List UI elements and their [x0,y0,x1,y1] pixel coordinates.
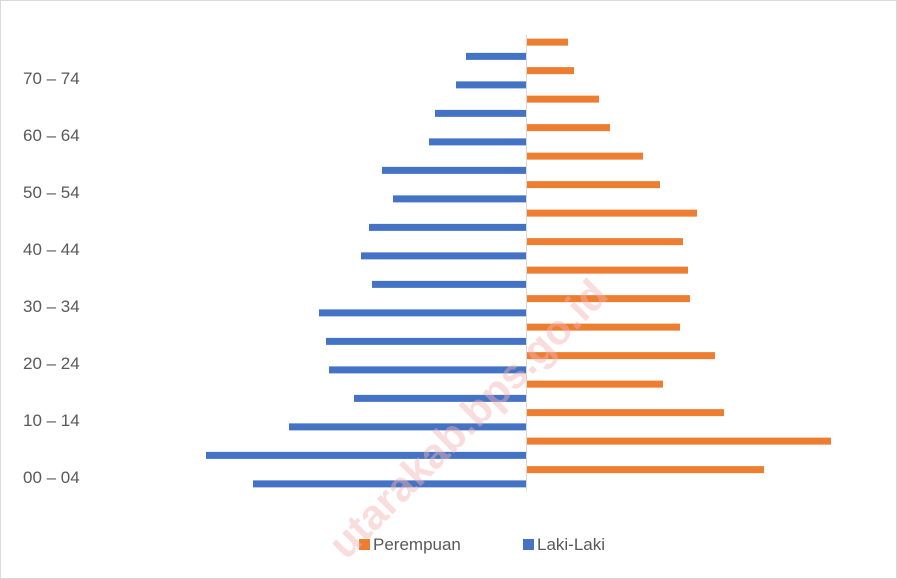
bar-laki-laki [326,337,526,345]
y-tick-label: 50 – 54 [23,183,80,202]
bar-perempuan [527,266,688,274]
legend: Perempuan Laki-Laki [359,535,605,554]
bar-laki-laki [466,52,526,60]
bar-laki-laki [435,109,526,117]
bar-laki-laki [361,252,526,260]
bar-laki-laki [393,195,526,203]
legend-label: Perempuan [373,535,461,554]
bar-perempuan [527,209,697,217]
bar-laki-laki [329,366,526,374]
bar-laki-laki [206,451,526,459]
bar-perempuan [527,238,683,246]
bar-laki-laki [429,138,526,146]
y-tick-label: 40 – 44 [23,240,80,259]
tick-labels: 00 – 04 10 – 14 20 – 24 30 – 34 40 – 44 50 – … [23,69,80,487]
legend-swatch [359,539,370,550]
bar-laki-laki [382,166,526,174]
bar-perempuan [527,323,680,331]
bar-laki-laki [456,81,526,89]
bar-laki-laki [253,480,526,488]
legend-label: Laki-Laki [537,535,605,554]
bar-perempuan [527,380,663,388]
bar-perempuan [527,38,568,46]
y-tick-label: 60 – 64 [23,126,80,145]
bar-laki-laki [319,309,526,317]
bar-perempuan [527,152,643,160]
bar-perempuan [527,67,574,75]
bar-perempuan [527,466,764,474]
y-tick-label: 30 – 34 [23,297,80,316]
bar-perempuan [527,124,610,132]
y-tick-label: 70 – 74 [23,69,80,88]
bars-layer [206,38,831,488]
bar-perempuan [527,352,715,360]
bar-laki-laki [369,223,526,231]
bar-perempuan [527,181,660,189]
bar-laki-laki [354,394,526,402]
bar-laki-laki [372,280,526,288]
y-tick-label: 10 – 14 [23,411,80,430]
bar-perempuan [527,295,690,303]
bar-laki-laki [289,423,526,431]
y-tick-label: 20 – 24 [23,354,80,373]
y-tick-label: 00 – 04 [23,468,80,487]
bar-perempuan [527,409,724,417]
bar-perempuan [527,437,831,445]
bar-perempuan [527,95,599,103]
legend-swatch [523,539,534,550]
